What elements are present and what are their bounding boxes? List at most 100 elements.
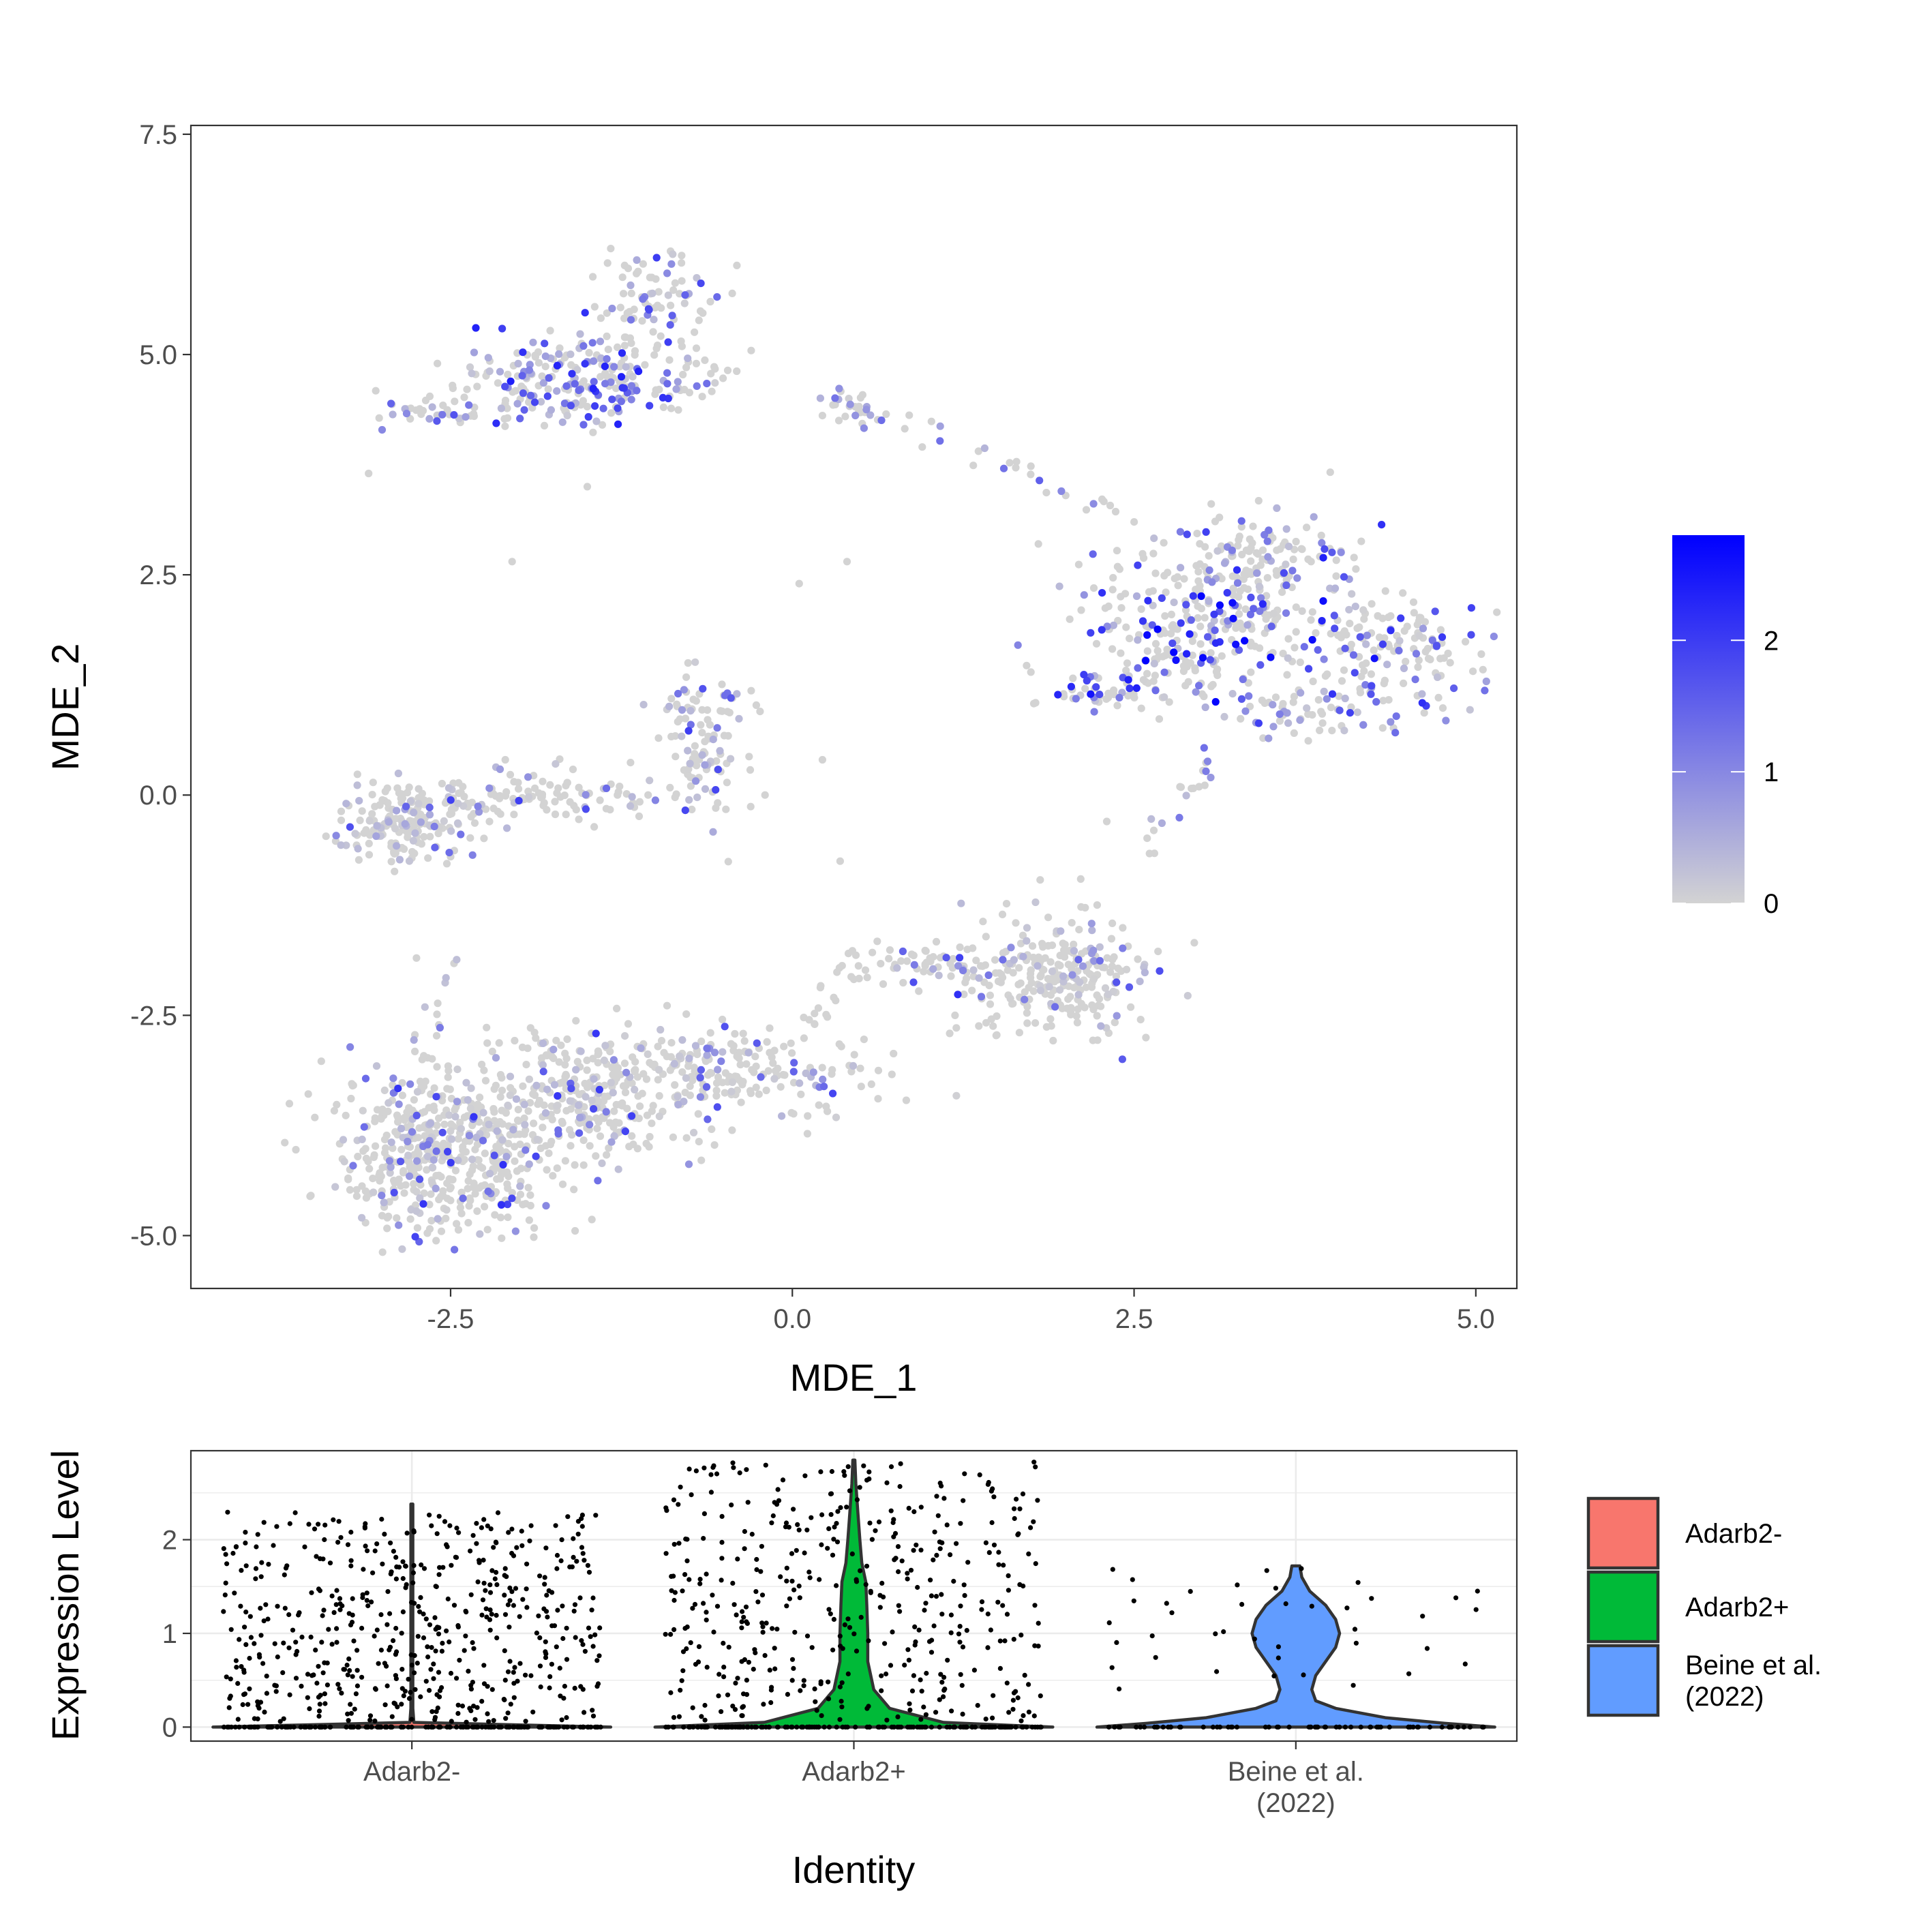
cell-dot (233, 1658, 239, 1663)
cell-dot (884, 1671, 889, 1677)
cell-point (860, 1036, 868, 1044)
cell-point (1207, 500, 1216, 508)
cell-point (410, 817, 419, 826)
cell-point (573, 1057, 582, 1066)
cell-point (703, 1044, 711, 1053)
cell-point (1183, 650, 1191, 658)
cell-point (386, 1168, 394, 1177)
cell-dot (474, 1521, 479, 1526)
cell-point (579, 342, 588, 350)
cell-point (1177, 619, 1185, 627)
cell-dot (835, 1509, 841, 1514)
cell-point (854, 962, 862, 970)
cell-point (1186, 659, 1194, 667)
cell-dot (512, 1665, 517, 1670)
cell-point (507, 377, 515, 385)
cell-point (1195, 682, 1203, 690)
cell-point (530, 1119, 538, 1128)
cell-point (1242, 567, 1250, 575)
cell-point (843, 558, 851, 566)
cell-point (1034, 540, 1042, 548)
cell-point (1190, 939, 1198, 947)
cell-dot (365, 1603, 371, 1609)
cell-point (1265, 734, 1273, 742)
cell-point (358, 1213, 366, 1222)
cell-dot (577, 1595, 583, 1601)
cell-point (1288, 567, 1297, 575)
cell-point (478, 1060, 486, 1069)
cell-dot (546, 1724, 552, 1730)
cell-point (1368, 682, 1376, 690)
cell-point (454, 1134, 462, 1143)
cell-point (413, 1157, 421, 1165)
cell-point (781, 1071, 789, 1079)
cell-point (1280, 569, 1288, 577)
cell-dot (264, 1691, 269, 1696)
cell-point (1296, 658, 1304, 667)
cell-point (1307, 558, 1315, 566)
cell-point (685, 1055, 693, 1063)
cell-point (1239, 675, 1247, 684)
cell-dot (455, 1702, 461, 1708)
cell-point (1151, 686, 1160, 695)
cell-point (555, 1058, 563, 1066)
cell-point (356, 816, 364, 824)
cell-dot (404, 1530, 410, 1536)
cell-point (491, 1211, 499, 1219)
cell-dot (774, 1627, 780, 1632)
cell-point (358, 807, 366, 815)
cell-dot (266, 1562, 271, 1567)
cell-dot (990, 1715, 995, 1721)
cell-dot (1026, 1682, 1031, 1687)
cell-point (344, 1175, 352, 1183)
y-tick-label: 0.0 (139, 781, 177, 811)
cell-point (963, 974, 971, 982)
cell-point (496, 765, 504, 773)
cell-dot (1033, 1464, 1038, 1470)
cell-point (583, 1056, 591, 1064)
cell-dot (524, 1561, 530, 1567)
cell-dot (329, 1642, 335, 1647)
cell-dot (261, 1618, 267, 1624)
cell-dot (1010, 1706, 1016, 1712)
cell-point (281, 1138, 289, 1147)
cell-point (544, 385, 552, 393)
cell-dot (997, 1665, 1003, 1671)
cell-point (389, 410, 397, 419)
cell-point (437, 1227, 446, 1235)
cell-point (581, 360, 589, 368)
cell-point (1087, 920, 1096, 928)
cell-point (421, 1003, 429, 1011)
cell-dot (436, 1631, 442, 1637)
cell-dot (933, 1594, 939, 1599)
cell-point (1089, 1036, 1097, 1044)
cell-point (1194, 568, 1203, 576)
cell-point (770, 1074, 779, 1083)
cell-point (581, 309, 589, 317)
cell-point (620, 314, 629, 322)
cell-point (378, 1248, 387, 1256)
cell-dot (237, 1637, 242, 1642)
cell-dot (400, 1559, 406, 1565)
cell-point (1023, 661, 1031, 669)
cell-dot (854, 1497, 860, 1503)
cell-point (424, 854, 432, 862)
cell-point (583, 483, 592, 491)
cell-point (614, 1165, 622, 1173)
cell-dot (496, 1724, 502, 1730)
cell-dot (759, 1620, 765, 1626)
cell-dot (701, 1511, 707, 1516)
cell-point (710, 1141, 719, 1149)
cell-point (428, 403, 436, 411)
cell-point (1278, 588, 1286, 597)
cell-dot (412, 1687, 418, 1692)
cell-point (1061, 953, 1069, 961)
cell-dot (489, 1687, 495, 1692)
cell-point (1037, 956, 1045, 964)
cell-dot (731, 1602, 737, 1608)
cell-point (629, 373, 637, 381)
cell-dot (480, 1597, 486, 1603)
cell-dot (411, 1563, 417, 1568)
cell-point (1392, 712, 1400, 721)
cell-dot (279, 1724, 284, 1730)
